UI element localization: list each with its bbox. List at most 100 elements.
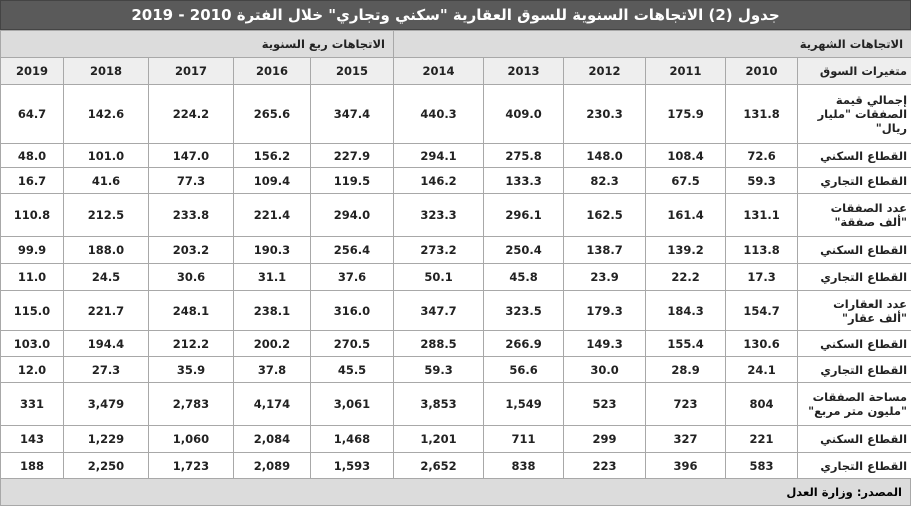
value-cell: 113.8 — [726, 237, 798, 264]
value-cell: 59.3 — [394, 357, 484, 383]
value-cell: 347.7 — [394, 291, 484, 331]
value-cell: 804 — [726, 383, 798, 426]
value-cell: 110.8 — [1, 194, 64, 237]
value-cell: 24.5 — [64, 264, 149, 291]
value-cell: 250.4 — [484, 237, 564, 264]
value-cell: 142.6 — [64, 85, 149, 144]
value-cell: 101.0 — [64, 144, 149, 168]
value-cell: 31.1 — [234, 264, 311, 291]
value-cell: 162.5 — [564, 194, 646, 237]
value-cell: 1,723 — [149, 453, 234, 479]
value-cell: 1,549 — [484, 383, 564, 426]
value-cell: 194.4 — [64, 331, 149, 357]
value-cell: 212.5 — [64, 194, 149, 237]
value-cell: 1,468 — [311, 426, 394, 453]
value-cell: 28.9 — [646, 357, 726, 383]
value-cell: 2,089 — [234, 453, 311, 479]
value-cell: 17.3 — [726, 264, 798, 291]
value-cell: 99.9 — [1, 237, 64, 264]
value-cell: 37.6 — [311, 264, 394, 291]
row-label: إجمالي قيمة الصفقات "مليار ريال" — [798, 85, 911, 144]
value-cell: 146.2 — [394, 168, 484, 194]
value-cell: 139.2 — [646, 237, 726, 264]
value-cell: 347.4 — [311, 85, 394, 144]
row-label: القطاع السكني — [798, 331, 911, 357]
year-header: 2015 — [311, 58, 394, 85]
value-cell: 119.5 — [311, 168, 394, 194]
value-cell: 154.7 — [726, 291, 798, 331]
value-cell: 2,084 — [234, 426, 311, 453]
value-cell: 1,201 — [394, 426, 484, 453]
value-cell: 130.6 — [726, 331, 798, 357]
group-header: الاتجاهات ربع السنوية — [1, 31, 394, 58]
value-cell: 3,853 — [394, 383, 484, 426]
row-label: عدد الصفقات "ألف صفقة" — [798, 194, 911, 237]
value-cell: 288.5 — [394, 331, 484, 357]
value-cell: 131.8 — [726, 85, 798, 144]
value-cell: 203.2 — [149, 237, 234, 264]
value-cell: 16.7 — [1, 168, 64, 194]
value-cell: 188 — [1, 453, 64, 479]
value-cell: 22.2 — [646, 264, 726, 291]
value-cell: 109.4 — [234, 168, 311, 194]
row-label: القطاع السكني — [798, 426, 911, 453]
value-cell: 230.3 — [564, 85, 646, 144]
value-cell: 1,593 — [311, 453, 394, 479]
value-cell: 161.4 — [646, 194, 726, 237]
value-cell: 1,229 — [64, 426, 149, 453]
value-cell: 296.1 — [484, 194, 564, 237]
value-cell: 147.0 — [149, 144, 234, 168]
value-cell: 711 — [484, 426, 564, 453]
value-cell: 103.0 — [1, 331, 64, 357]
group-header: الاتجاهات الشهرية — [394, 31, 911, 58]
row-label: القطاع التجاري — [798, 453, 911, 479]
value-cell: 41.6 — [64, 168, 149, 194]
row-label: القطاع التجاري — [798, 264, 911, 291]
value-cell: 179.3 — [564, 291, 646, 331]
value-cell: 227.9 — [311, 144, 394, 168]
value-cell: 56.6 — [484, 357, 564, 383]
value-cell: 148.0 — [564, 144, 646, 168]
value-cell: 224.2 — [149, 85, 234, 144]
value-cell: 221 — [726, 426, 798, 453]
value-cell: 64.7 — [1, 85, 64, 144]
value-cell: 30.0 — [564, 357, 646, 383]
value-cell: 133.3 — [484, 168, 564, 194]
value-cell: 409.0 — [484, 85, 564, 144]
year-header: 2014 — [394, 58, 484, 85]
value-cell: 115.0 — [1, 291, 64, 331]
year-header: 2013 — [484, 58, 564, 85]
value-cell: 200.2 — [234, 331, 311, 357]
year-header: 2019 — [1, 58, 64, 85]
value-cell: 45.8 — [484, 264, 564, 291]
value-cell: 24.1 — [726, 357, 798, 383]
value-cell: 27.3 — [64, 357, 149, 383]
value-cell: 294.0 — [311, 194, 394, 237]
value-cell: 11.0 — [1, 264, 64, 291]
value-cell: 212.2 — [149, 331, 234, 357]
value-cell: 143 — [1, 426, 64, 453]
value-cell: 331 — [1, 383, 64, 426]
row-label: مساحة الصفقات "مليون متر مربع" — [798, 383, 911, 426]
value-cell: 583 — [726, 453, 798, 479]
value-cell: 440.3 — [394, 85, 484, 144]
value-cell: 273.2 — [394, 237, 484, 264]
year-header: 2011 — [646, 58, 726, 85]
year-header: 2018 — [64, 58, 149, 85]
value-cell: 838 — [484, 453, 564, 479]
value-cell: 2,783 — [149, 383, 234, 426]
value-cell: 2,652 — [394, 453, 484, 479]
value-cell: 2,250 — [64, 453, 149, 479]
value-cell: 37.8 — [234, 357, 311, 383]
